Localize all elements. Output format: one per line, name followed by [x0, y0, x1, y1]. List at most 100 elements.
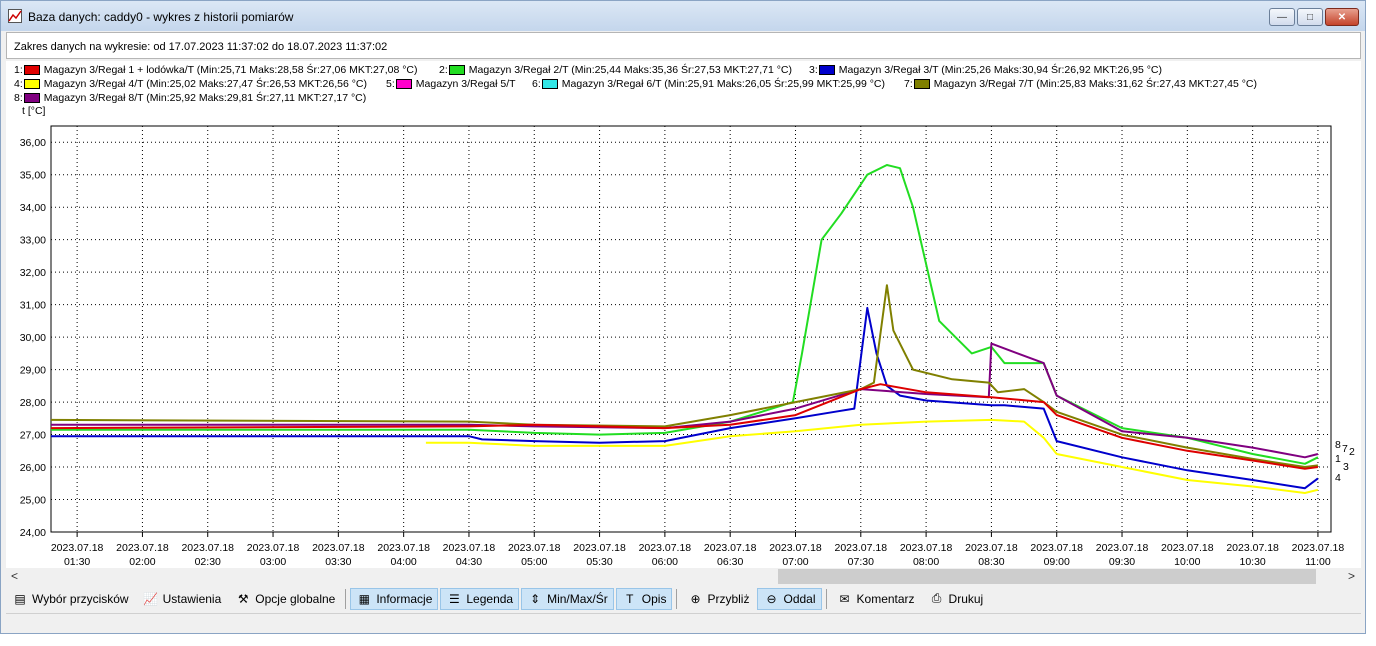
scroll-thumb[interactable] [778, 569, 1316, 584]
x-tick-date: 2023.07.18 [377, 542, 430, 554]
toolbar-button-label: Min/Max/Śr [547, 591, 608, 606]
y-tick-label: 31,00 [20, 300, 46, 312]
x-tick-date: 2023.07.18 [247, 542, 300, 554]
toolbar-separator [825, 588, 827, 609]
x-tick-date: 2023.07.18 [835, 542, 888, 554]
close-button[interactable]: ✕ [1325, 8, 1359, 26]
toolbar-button-label: Oddal [783, 591, 816, 606]
x-tick-date: 2023.07.18 [1030, 542, 1083, 554]
legend-swatch [913, 79, 930, 89]
print-icon: ⎙ [931, 591, 942, 605]
legend-number: 5: [386, 78, 395, 90]
x-tick-time: 05:30 [586, 556, 612, 568]
x-tick-time: 03:30 [325, 556, 351, 568]
scroll-left-arrow-icon[interactable]: < [11, 569, 19, 583]
legend-label: Magazyn 3/Regał 5/T [415, 78, 516, 90]
x-tick-date: 2023.07.18 [769, 542, 822, 554]
min-max-r-button[interactable]: ⇕ Min/Max/Śr [521, 587, 614, 610]
x-tick-time: 06:00 [652, 556, 678, 568]
y-tick-label: 24,00 [20, 527, 46, 539]
scroll-track[interactable] [24, 569, 1342, 584]
y-tick-label: 36,00 [20, 137, 46, 149]
window-title: Baza danych: caddy0 - wykres z historii … [28, 10, 294, 24]
legend-item[interactable]: 7: Magazyn 3/Regał 7/T (Min:25,83 Maks:31… [904, 78, 1257, 90]
ustawienia-button[interactable]: 📈 Ustawienia [137, 588, 228, 610]
komentarz-button[interactable]: ✉ Komentarz [831, 588, 921, 610]
oddal-button[interactable]: ⊖ Oddal [757, 587, 822, 610]
legend-number: 2: [439, 64, 448, 76]
x-tick-date: 2023.07.18 [508, 542, 561, 554]
x-tick-date: 2023.07.18 [1161, 542, 1214, 554]
toolbar-separator [676, 588, 678, 609]
x-tick-time: 04:30 [456, 556, 482, 568]
minimize-button[interactable]: — [1269, 8, 1295, 26]
y-tick-label: 32,00 [20, 267, 46, 279]
informacje-button[interactable]: ▦ Informacje [350, 587, 439, 610]
x-tick-time: 09:00 [1044, 556, 1070, 568]
x-tick-time: 04:00 [391, 556, 417, 568]
series-end-label: 4 [1335, 472, 1341, 484]
legend-item[interactable]: 5: Magazyn 3/Regał 5/T [386, 78, 516, 90]
series-end-label: 2 [1349, 446, 1355, 458]
legend-item[interactable]: 2: Magazyn 3/Regał 2/T (Min:25,44 Maks:35… [439, 64, 792, 76]
series-line [51, 306, 1319, 490]
legend-item[interactable]: 8: Magazyn 3/Regał 8/T (Min:25,92 Maks:29… [14, 92, 366, 104]
series-end-label: 1 [1335, 453, 1341, 465]
horizontal-scrollbar[interactable]: < > [6, 568, 1361, 585]
range-info-bar: Zakres danych na wykresie: od 17.07.2023… [6, 32, 1361, 59]
x-tick-time: 02:00 [129, 556, 155, 568]
maximize-button[interactable]: □ [1297, 8, 1323, 26]
x-tick-time: 08:00 [913, 556, 939, 568]
settings-chart-icon: 📈 [143, 591, 159, 606]
legend-item[interactable]: 3: Magazyn 3/Regał 3/T (Min:25,26 Maks:30… [809, 64, 1162, 76]
title-bar: Baza danych: caddy0 - wykres z historii … [1, 1, 1365, 31]
y-tick-label: 33,00 [20, 235, 46, 247]
toolbar-button-label: Opis [641, 591, 667, 606]
legend-icon: ☰ [448, 591, 460, 606]
x-tick-time: 08:30 [978, 556, 1004, 568]
series-line [50, 383, 1319, 470]
legend-label: Magazyn 3/Regał 8/T (Min:25,92 Maks:29,8… [43, 92, 367, 104]
legend-item[interactable]: 6: Magazyn 3/Regał 6/T (Min:25,91 Maks:26… [532, 78, 885, 90]
legend-label: Magazyn 3/Regał 6/T (Min:25,91 Maks:26,0… [561, 78, 886, 90]
series-end-label: 3 [1343, 461, 1349, 473]
toolbar-button-label: Opcje globalne [255, 591, 336, 606]
description-icon: T [626, 591, 634, 606]
y-tick-label: 26,00 [20, 462, 46, 474]
legenda-button[interactable]: ☰ Legenda [440, 587, 520, 610]
toolbar-button-label: Komentarz [856, 591, 915, 606]
legend-item[interactable]: 1: Magazyn 3/Regał 1 + lodówka/T (Min:25,… [14, 64, 418, 76]
drukuj-button[interactable]: ⎙ Drukuj [923, 588, 990, 610]
x-tick-date: 2023.07.18 [443, 542, 496, 554]
y-tick-label: 29,00 [20, 365, 46, 377]
opis-button[interactable]: T Opis [615, 587, 673, 610]
y-tick-label: 30,00 [20, 332, 46, 344]
x-tick-time: 09:30 [1109, 556, 1135, 568]
legend-item[interactable]: 4: Magazyn 3/Regał 4/T (Min:25,02 Maks:27… [14, 78, 367, 90]
opcje-globalne-button[interactable]: ⚒ Opcje globalne [229, 588, 341, 610]
chart-window: Baza danych: caddy0 - wykres z historii … [0, 0, 1366, 634]
przybli--button[interactable]: ⊕ Przybliż [681, 588, 755, 610]
toolbar-button-label: Wybór przycisków [32, 591, 129, 606]
toolbar-button-label: Drukuj [948, 591, 984, 606]
x-tick-date: 2023.07.18 [312, 542, 365, 554]
sensor-list-icon: ▤ [14, 591, 26, 606]
y-tick-label: 35,00 [20, 170, 46, 182]
tools-icon: ⚒ [237, 591, 249, 606]
plot-frame [50, 125, 1332, 533]
y-tick-label: 27,00 [20, 430, 46, 442]
legend-number: 6: [532, 78, 541, 90]
legend-number: 1: [14, 64, 23, 76]
zoom-out-icon: ⊖ [766, 591, 777, 606]
y-axis-label: t [°C] [22, 105, 46, 117]
chart-svg: t [°C] 24,00 25,00 26,00 27,00 28,00 29,00 30,0… [20, 105, 1355, 568]
comment-icon: ✉ [839, 591, 850, 606]
y-tick-label: 34,00 [20, 202, 46, 214]
x-tick-date: 2023.07.18 [639, 542, 692, 554]
wyb-r-przycisk-w-button[interactable]: ▤ Wybór przycisków [6, 588, 135, 610]
legend-number: 4: [14, 78, 23, 90]
info-icon: ▦ [358, 591, 371, 606]
series-line [50, 284, 1319, 468]
scroll-right-arrow-icon[interactable]: > [1348, 569, 1356, 583]
legend-swatch [23, 93, 40, 103]
